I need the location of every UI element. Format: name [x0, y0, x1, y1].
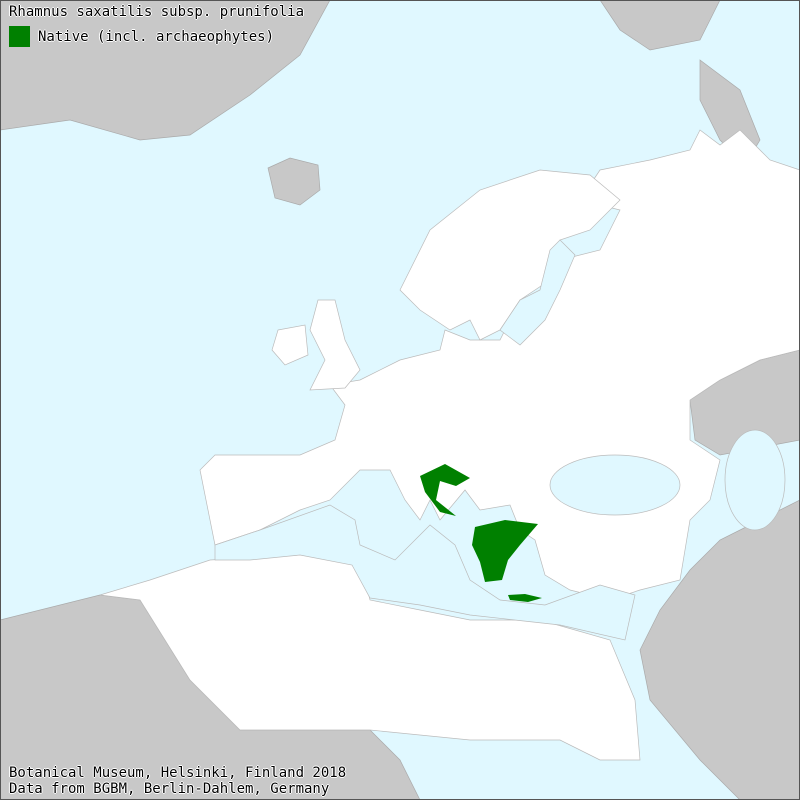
range-croatia [420, 464, 470, 516]
credits: Botanical Museum, Helsinki, Finland 2018… [9, 765, 346, 797]
mediterranean-sea [214, 504, 636, 641]
greenland [0, 0, 331, 141]
credit-line-2: Data from BGBM, Berlin-Dahlem, Germany [9, 781, 330, 797]
iceland [267, 157, 321, 206]
range-greece [472, 520, 538, 582]
caspian-sea [724, 429, 786, 531]
map-title: Rhamnus saxatilis subsp. prunifolia [9, 4, 305, 20]
baltic-sea [499, 239, 576, 346]
range-crete [508, 594, 542, 602]
ireland [271, 324, 309, 366]
great-britain [309, 299, 361, 391]
legend-label-native: Native (incl. archaeophytes) [38, 28, 275, 45]
credit-line-1: Botanical Museum, Helsinki, Finland 2018 [9, 765, 347, 781]
svalbard [599, 0, 721, 51]
middle-east [639, 499, 800, 800]
legend-swatch-native [9, 26, 30, 47]
legend: Native (incl. archaeophytes) [9, 26, 274, 47]
black-sea [549, 454, 681, 516]
